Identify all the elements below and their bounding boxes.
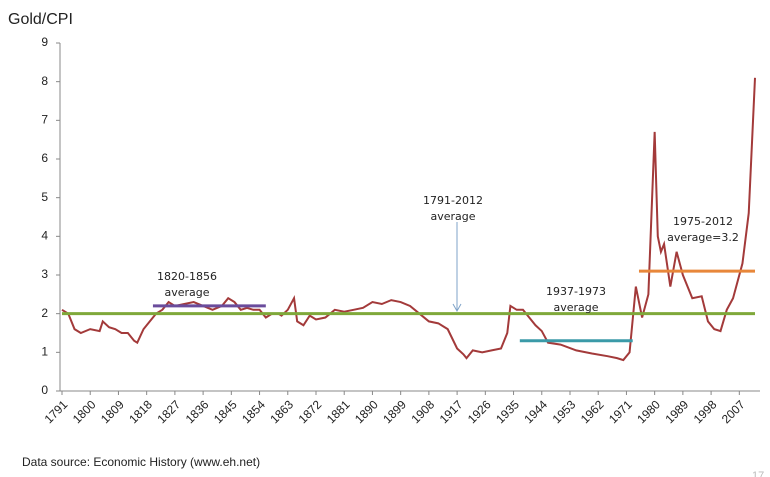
x-tick-label: 1809 <box>98 397 127 426</box>
x-tick-label: 2007 <box>719 397 748 426</box>
annotation: 1937-1973 <box>546 285 606 298</box>
x-tick-label: 1836 <box>183 397 212 426</box>
annotation: average <box>164 286 209 299</box>
annotation: 1791-2012 <box>423 194 483 207</box>
x-tick-label: 1980 <box>634 397 663 426</box>
arrow-head <box>452 303 462 313</box>
x-tick-label: 1926 <box>465 397 494 426</box>
x-tick-label: 1908 <box>408 397 437 426</box>
x-tick-label: 1890 <box>352 397 381 426</box>
x-tick-label: 1998 <box>691 397 720 426</box>
x-tick-label: 1962 <box>578 397 607 426</box>
x-tick-label: 1863 <box>267 397 296 426</box>
y-tick-label: 1 <box>41 345 48 359</box>
x-tick-label: 1944 <box>521 397 550 426</box>
x-tick-label: 1935 <box>493 397 522 426</box>
x-tick-label: 1800 <box>70 397 99 426</box>
x-tick-label: 1872 <box>296 397 325 426</box>
x-tick-label: 1917 <box>437 397 466 426</box>
x-tick-label: 1899 <box>380 397 409 426</box>
x-tick-label: 1989 <box>662 397 691 426</box>
x-tick-label: 1818 <box>126 397 155 426</box>
annotation: 1820-1856 <box>157 270 217 283</box>
y-tick-label: 4 <box>41 229 48 243</box>
x-tick-label: 1791 <box>42 397 71 426</box>
y-tick-label: 9 <box>41 35 48 49</box>
x-tick-label: 1827 <box>154 397 183 426</box>
y-tick-label: 8 <box>41 74 48 88</box>
x-tick-label: 1845 <box>211 397 240 426</box>
source-note: Data source: Economic History (www.eh.ne… <box>22 455 260 469</box>
y-axis-title: Gold/CPI <box>8 11 73 28</box>
y-tick-label: 5 <box>41 190 48 204</box>
annotation: 1975-2012 <box>673 215 733 228</box>
x-tick-label: 1953 <box>550 397 579 426</box>
y-tick-label: 0 <box>41 383 48 397</box>
annotation: average <box>553 301 598 314</box>
y-tick-label: 3 <box>41 267 48 281</box>
x-tick-label: 1881 <box>324 397 353 426</box>
data-line <box>61 77 756 362</box>
y-tick-label: 2 <box>41 306 48 320</box>
y-tick-label: 6 <box>41 151 48 165</box>
annotation: average <box>430 210 475 223</box>
x-tick-label: 1854 <box>239 397 268 426</box>
x-tick-label: 1971 <box>606 397 635 426</box>
page-number: 17 <box>752 470 764 477</box>
annotation: average=3.2 <box>667 231 739 244</box>
y-tick-label: 7 <box>41 113 48 127</box>
